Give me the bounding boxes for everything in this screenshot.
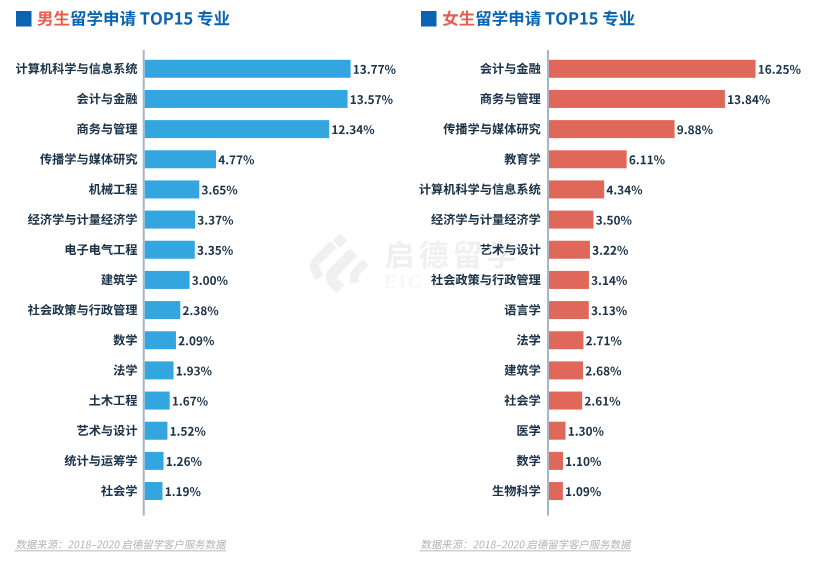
svg-text:EIC EDUCATION: EIC EDUCATION [385, 271, 568, 292]
